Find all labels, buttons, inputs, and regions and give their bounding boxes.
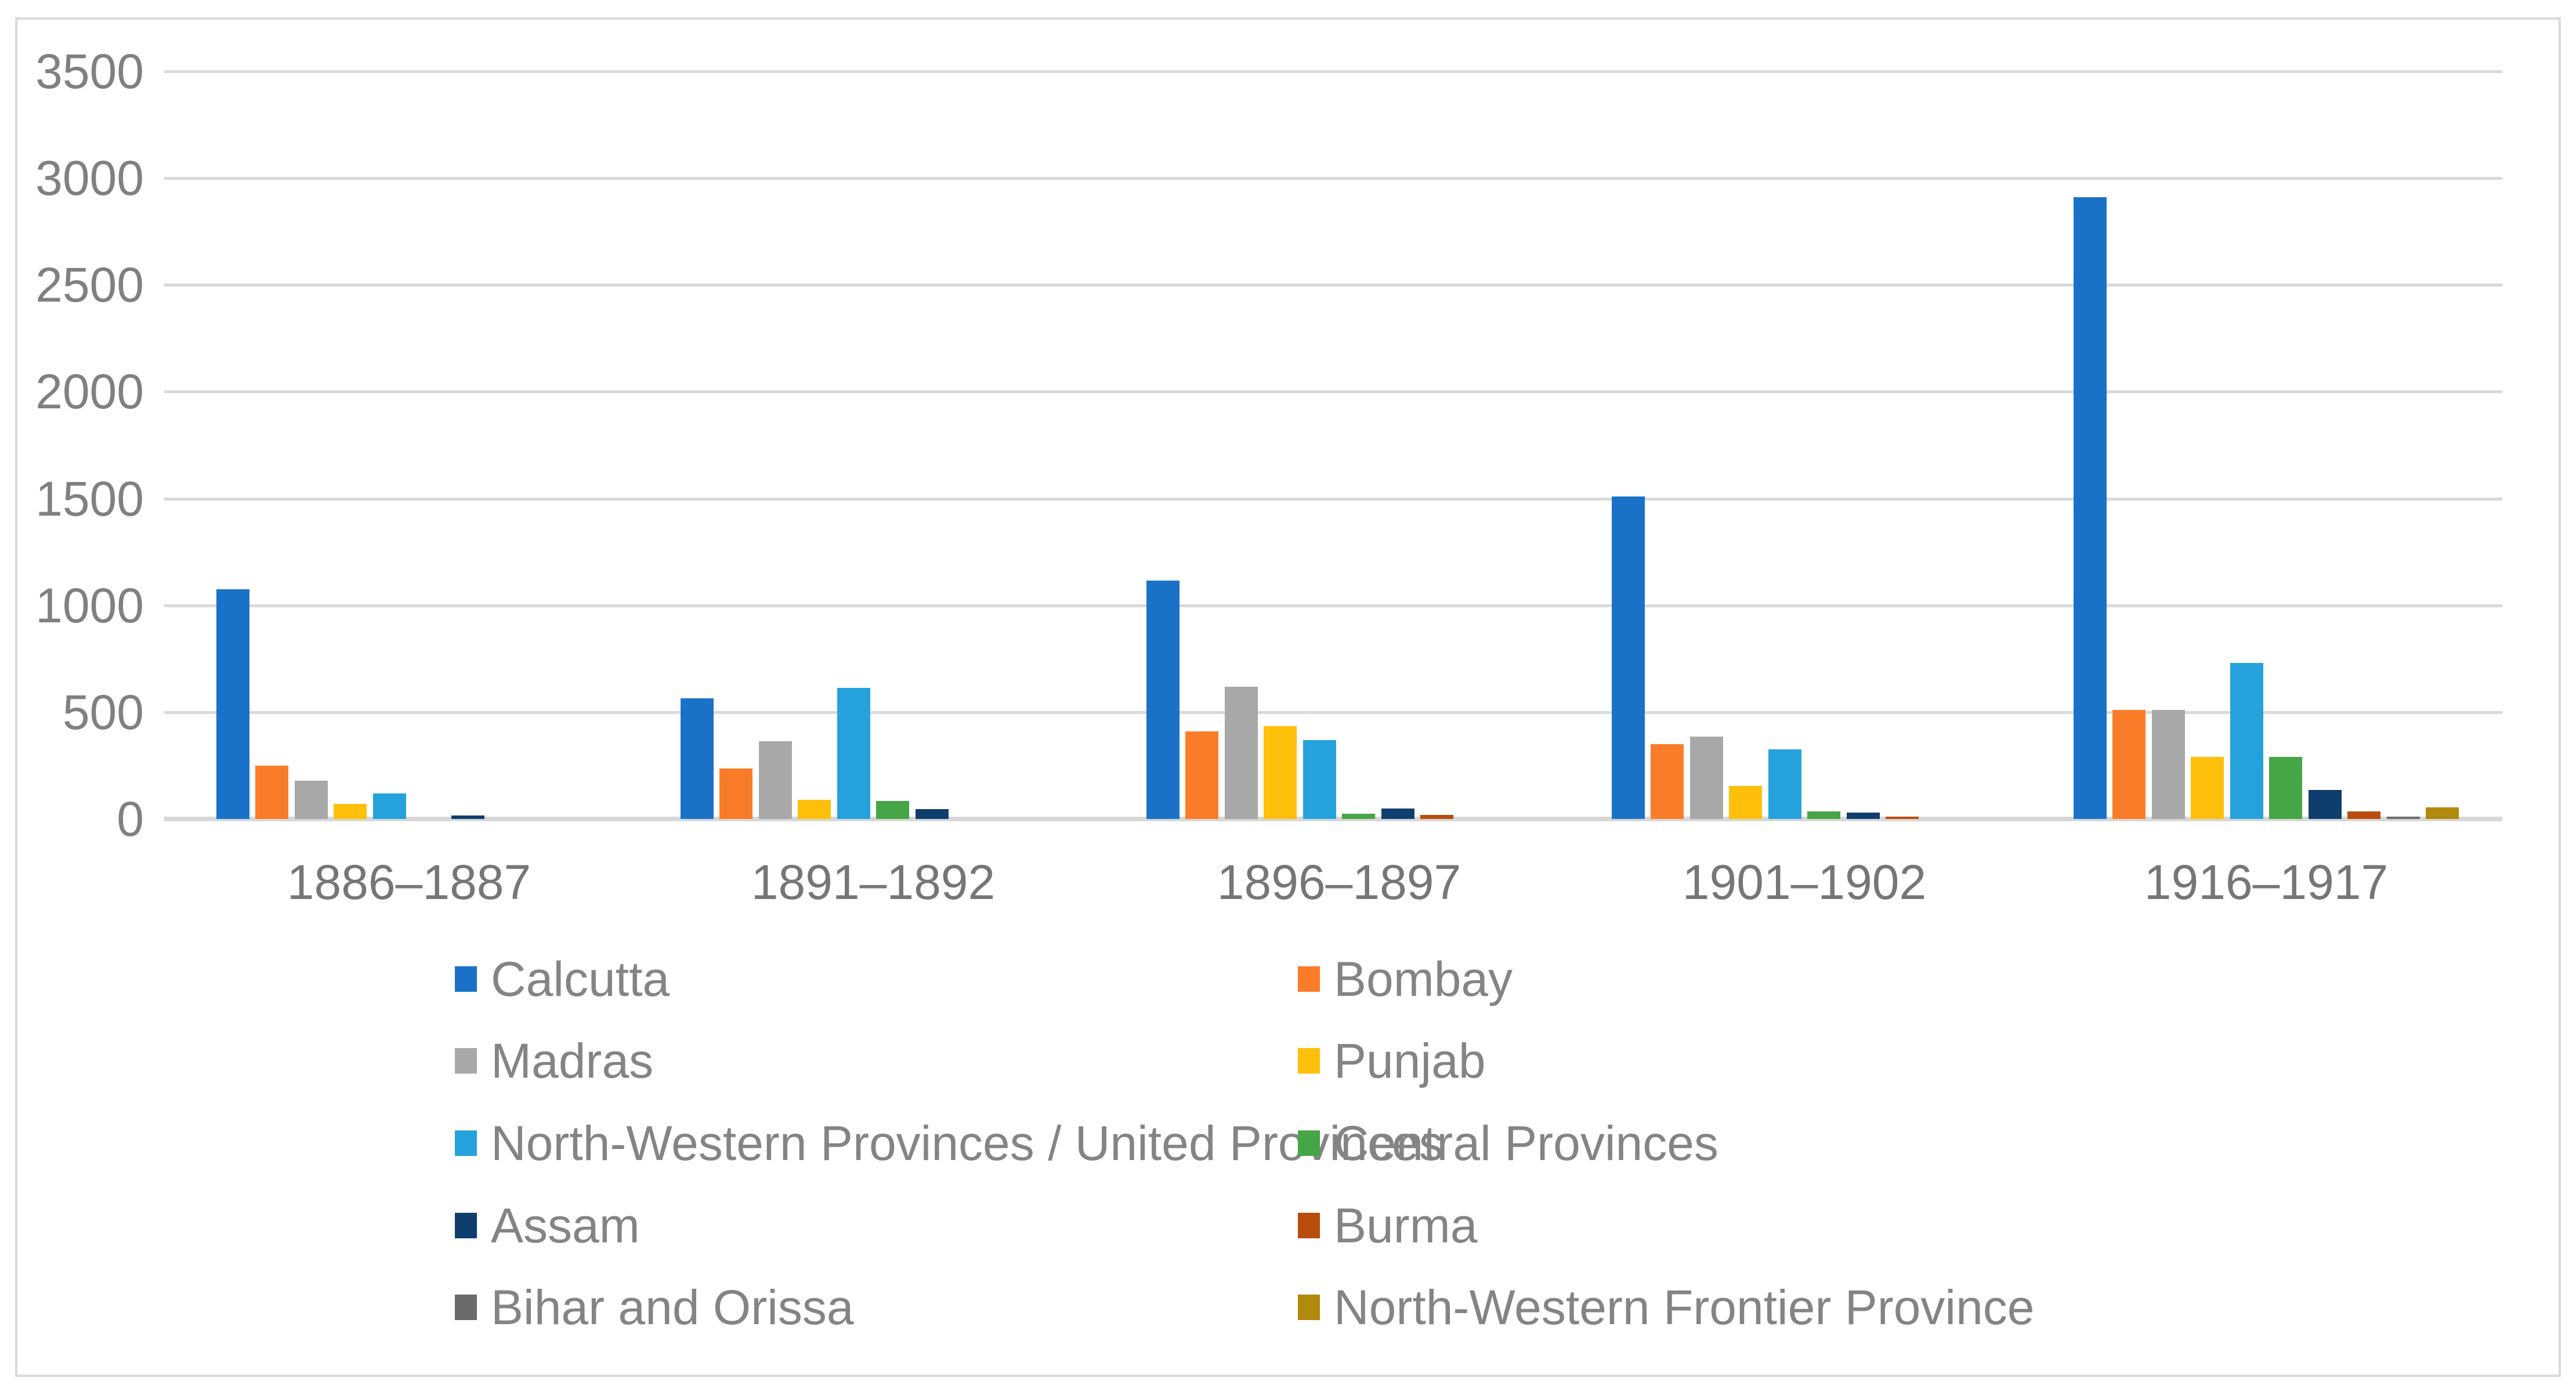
x-axis-category-label: 1916–1917 (2144, 855, 2389, 909)
bar-bombay-1891-1892 (719, 768, 752, 819)
bar-madras-1886-1887 (295, 781, 328, 819)
legend-label: Burma (1334, 1198, 1478, 1253)
bar-north-western-provinces-united-provinces-1901-1902 (1768, 749, 1801, 819)
legend-label: Bombay (1334, 952, 1513, 1006)
bar-calcutta-1891-1892 (681, 698, 714, 819)
y-gridline (164, 390, 2502, 394)
bar-north-western-provinces-united-provinces-1896-1897 (1303, 740, 1336, 819)
legend-label: Punjab (1334, 1034, 1486, 1088)
bar-madras-1901-1902 (1690, 737, 1723, 819)
bar-assam-1896-1897 (1381, 809, 1414, 819)
bar-central-provinces-1901-1902 (1807, 811, 1840, 819)
legend-label: Calcutta (491, 952, 670, 1006)
legend-swatch-icon (1298, 1213, 1320, 1238)
y-gridline (164, 497, 2502, 501)
bar-calcutta-1886-1887 (216, 589, 249, 819)
y-gridline (164, 177, 2502, 180)
y-gridline (164, 70, 2502, 73)
bar-calcutta-1916-1917 (2074, 197, 2107, 819)
y-axis-tick-label: 3000 (35, 151, 144, 206)
bar-assam-1901-1902 (1847, 813, 1880, 819)
bar-north-western-provinces-united-provinces-1916-1917 (2230, 663, 2263, 819)
legend-label: Bihar and Orissa (491, 1280, 854, 1335)
bar-punjab-1916-1917 (2191, 757, 2224, 819)
bar-bombay-1901-1902 (1651, 744, 1684, 819)
legend-label: North-Western Frontier Province (1334, 1280, 2035, 1335)
legend-swatch-icon (455, 966, 477, 992)
legend-swatch-icon (455, 1213, 477, 1238)
bar-bombay-1916-1917 (2112, 710, 2146, 819)
bar-bombay-1886-1887 (255, 766, 288, 819)
bar-calcutta-1901-1902 (1612, 496, 1645, 819)
bar-central-provinces-1891-1892 (876, 801, 909, 819)
x-axis-category-label: 1901–1902 (1682, 855, 1927, 909)
bar-assam-1886-1887 (451, 815, 484, 819)
legend-swatch-icon (1298, 966, 1320, 992)
bar-burma-1896-1897 (1420, 815, 1453, 819)
legend-swatch-icon (455, 1048, 477, 1074)
bar-punjab-1886-1887 (334, 804, 367, 819)
y-axis-tick-label: 3500 (35, 44, 144, 99)
y-axis-tick-label: 0 (117, 792, 144, 846)
y-gridline (164, 710, 2502, 714)
bar-bombay-1896-1897 (1185, 731, 1218, 819)
bar-punjab-1896-1897 (1264, 726, 1297, 819)
bar-assam-1916-1917 (2309, 790, 2342, 819)
x-axis-category-label: 1886–1887 (287, 855, 531, 909)
legend-swatch-icon (455, 1130, 477, 1156)
x-axis-category-label: 1896–1897 (1217, 855, 1461, 909)
legend-label: Central Provinces (1334, 1116, 1718, 1170)
x-axis-category-label: 1891–1892 (751, 855, 996, 909)
chart-frame (15, 17, 2561, 1377)
bar-bihar-and-orissa-1916-1917 (2387, 817, 2420, 819)
y-axis-tick-label: 1500 (35, 471, 144, 526)
y-axis-tick-label: 1000 (35, 578, 144, 633)
bar-north-western-frontier-province-1916-1917 (2426, 807, 2459, 819)
legend-swatch-icon (455, 1295, 477, 1320)
bar-north-western-provinces-united-provinces-1886-1887 (373, 793, 406, 819)
bar-calcutta-1896-1897 (1146, 581, 1180, 819)
legend-label: North-Western Provinces / United Provinc… (491, 1116, 1443, 1170)
bar-punjab-1891-1892 (798, 800, 831, 819)
x-axis-line (164, 817, 2502, 821)
y-axis-tick-label: 500 (62, 684, 144, 740)
bar-madras-1896-1897 (1225, 687, 1258, 819)
legend-label: Assam (491, 1198, 640, 1253)
y-axis-tick-label: 2500 (35, 258, 144, 313)
bar-madras-1891-1892 (759, 741, 792, 819)
legend-swatch-icon (1298, 1130, 1320, 1156)
bar-assam-1891-1892 (916, 809, 949, 819)
y-gridline (164, 604, 2502, 607)
legend-swatch-icon (1298, 1295, 1320, 1320)
legend-swatch-icon (1298, 1048, 1320, 1074)
y-axis-tick-label: 2000 (35, 364, 144, 419)
bar-central-provinces-1916-1917 (2269, 757, 2302, 819)
bar-madras-1916-1917 (2152, 710, 2185, 819)
bar-north-western-provinces-united-provinces-1891-1892 (837, 688, 870, 819)
bar-burma-1901-1902 (1886, 817, 1919, 819)
bar-central-provinces-1896-1897 (1342, 814, 1375, 819)
legend-label: Madras (491, 1034, 654, 1088)
bar-punjab-1901-1902 (1729, 786, 1762, 819)
y-gridline (164, 284, 2502, 287)
bar-burma-1916-1917 (2347, 811, 2380, 819)
